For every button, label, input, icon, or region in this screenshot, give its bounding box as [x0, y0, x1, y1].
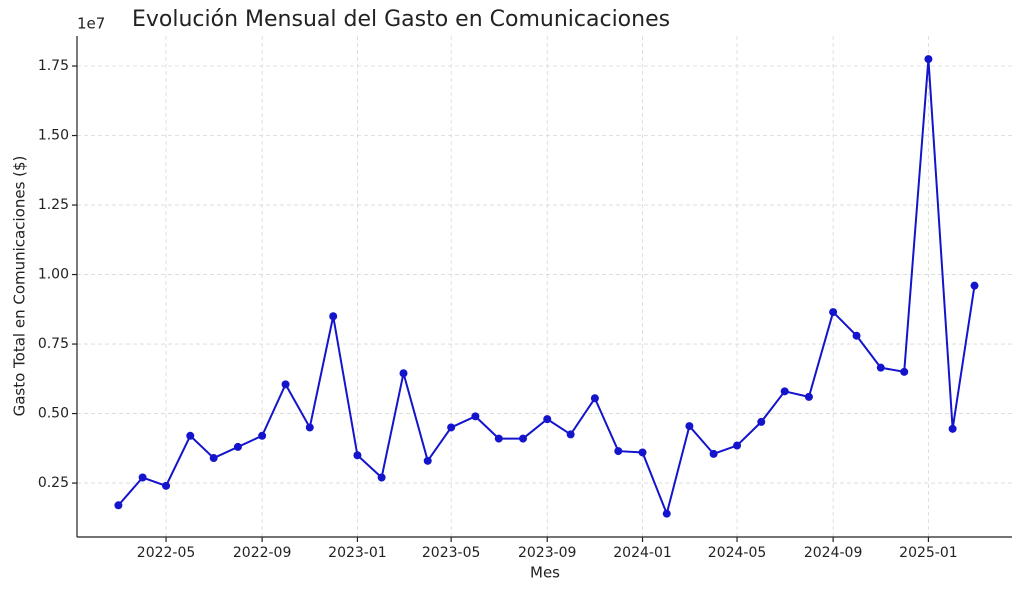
data-point — [114, 501, 123, 510]
data-point — [209, 454, 218, 463]
y-tick-label: 0.25 — [38, 475, 69, 491]
y-offset-label: 1e7 — [77, 15, 105, 33]
x-tick-label: 2022-09 — [233, 545, 292, 561]
data-point — [566, 430, 575, 439]
data-point — [948, 424, 957, 433]
data-point — [590, 394, 599, 403]
x-tick-label: 2024-09 — [804, 545, 863, 561]
data-point — [519, 434, 528, 443]
data-point — [494, 434, 503, 443]
data-point — [233, 442, 242, 451]
y-tick-label: 1.50 — [38, 128, 69, 144]
data-line — [117, 58, 976, 517]
data-point — [709, 449, 718, 458]
x-tick-label: 2024-05 — [708, 545, 767, 561]
data-point — [329, 312, 338, 321]
data-point — [353, 451, 362, 460]
y-tick-label: 1.25 — [38, 197, 69, 213]
data-point — [186, 431, 195, 440]
data-point — [423, 456, 432, 465]
data-point — [970, 281, 979, 290]
data-point — [305, 423, 314, 432]
x-tick-label: 2023-01 — [328, 545, 387, 561]
data-point — [377, 473, 386, 482]
x-tick-label: 2023-05 — [422, 545, 481, 561]
data-point — [399, 369, 408, 378]
data-point — [924, 55, 933, 64]
data-point — [162, 481, 171, 490]
data-point — [804, 392, 813, 401]
data-point — [471, 412, 480, 421]
y-axis-label: Gasto Total en Comunicaciones ($) — [11, 156, 29, 417]
data-point — [614, 447, 623, 456]
x-axis-label: Mes — [530, 564, 560, 582]
data-point — [733, 441, 742, 450]
data-point — [543, 415, 552, 424]
data-point — [638, 448, 647, 457]
data-point — [829, 308, 838, 317]
y-tick-label: 0.50 — [38, 406, 69, 422]
data-point — [780, 387, 789, 396]
y-tick-label: 1.00 — [38, 267, 69, 283]
data-point — [876, 363, 885, 372]
x-tick-label: 2025-01 — [899, 545, 958, 561]
data-point — [757, 417, 766, 426]
data-point — [281, 380, 290, 389]
data-point — [685, 422, 694, 431]
y-tick-label: 0.75 — [38, 336, 69, 352]
data-point — [447, 423, 456, 432]
y-tick-label: 1.75 — [38, 58, 69, 74]
data-point — [900, 367, 909, 376]
chart-title: Evolución Mensual del Gasto en Comunicac… — [132, 7, 670, 32]
x-tick-label: 2022-05 — [137, 545, 196, 561]
data-point — [138, 473, 147, 482]
data-point — [662, 509, 671, 518]
data-point — [852, 331, 861, 340]
x-tick-label: 2024-01 — [613, 545, 672, 561]
x-tick-label: 2023-09 — [518, 545, 577, 561]
data-point — [258, 431, 267, 440]
